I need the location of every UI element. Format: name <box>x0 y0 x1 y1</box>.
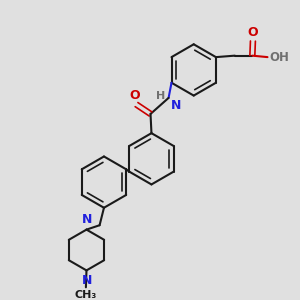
Text: CH₃: CH₃ <box>75 290 97 300</box>
Text: N: N <box>82 213 92 226</box>
Text: N: N <box>171 99 181 112</box>
Text: O: O <box>129 89 140 102</box>
Text: N: N <box>82 274 92 287</box>
Text: O: O <box>248 26 258 39</box>
Text: OH: OH <box>269 51 289 64</box>
Text: H: H <box>156 92 165 101</box>
